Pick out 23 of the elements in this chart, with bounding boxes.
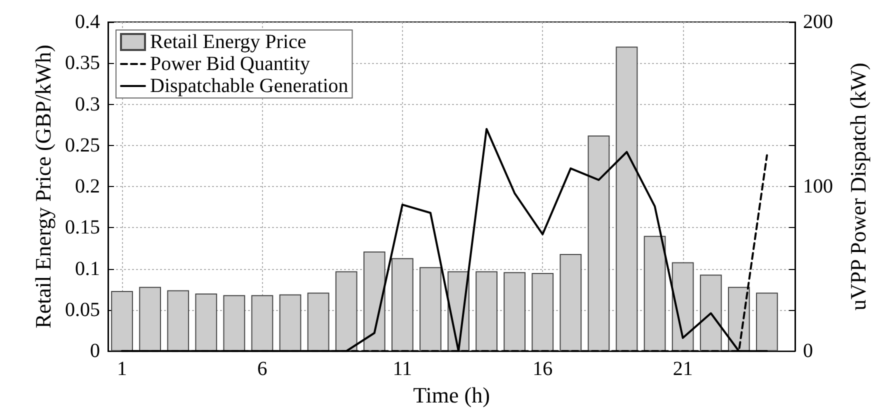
y-tick-label: 0.05 — [65, 298, 100, 321]
y-tick-label: 0.25 — [65, 134, 100, 156]
y-tick-label: 0.4 — [75, 11, 100, 33]
y-tick-label: 0 — [90, 340, 100, 362]
legend-label: Retail Energy Price — [150, 31, 306, 53]
y2-axis-title: uVPP Power Dispatch (kW) — [846, 62, 870, 310]
x-tick-label: 1 — [117, 358, 128, 380]
y2-tick-label: 200 — [803, 11, 833, 33]
y2-tick-label: 100 — [803, 176, 833, 198]
legend-label: Dispatchable Generation — [150, 75, 348, 97]
y-axis-title: Retail Energy Price (GBP/kWh) — [30, 44, 56, 328]
y-tick-label: 0.1 — [75, 258, 100, 280]
legend-label: Power Bid Quantity — [150, 53, 310, 75]
x-axis-title: Time (h) — [413, 382, 490, 408]
x-tick-label: 21 — [672, 358, 693, 380]
y-tick-label: 0.3 — [75, 93, 100, 116]
y2-tick-label: 0 — [803, 340, 813, 362]
x-tick-label: 6 — [257, 358, 268, 380]
x-tick-label: 16 — [532, 358, 553, 380]
y-tick-label: 0.2 — [75, 176, 100, 198]
y-tick-label: 0.15 — [65, 216, 100, 239]
x-tick-label: 11 — [392, 358, 412, 380]
y-tick-label: 0.35 — [65, 52, 100, 74]
